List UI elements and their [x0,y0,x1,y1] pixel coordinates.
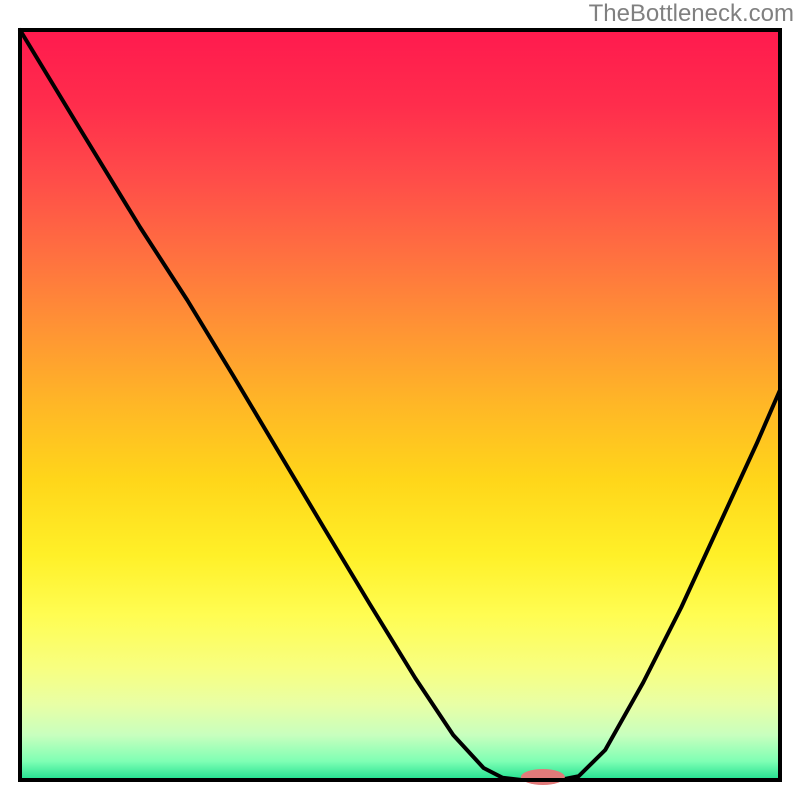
chart-root: TheBottleneck.com [0,0,800,800]
plot-area [20,30,780,785]
gradient-v-curve-chart [0,0,800,800]
gradient-background [20,30,780,780]
optimum-marker [521,769,565,785]
